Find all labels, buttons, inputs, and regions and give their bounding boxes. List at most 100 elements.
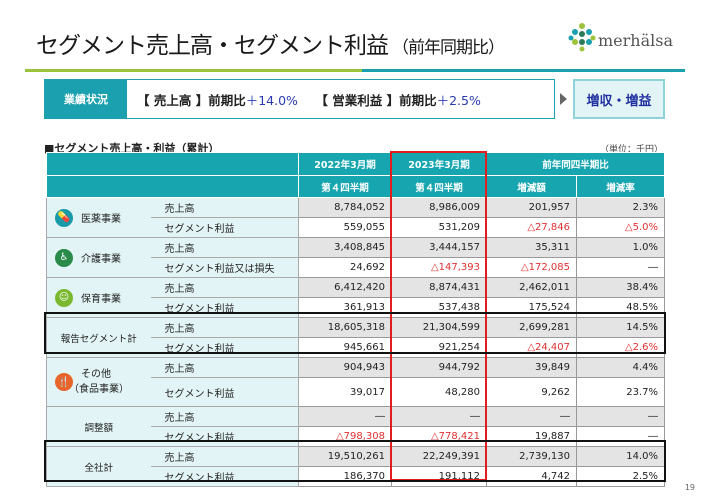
result-badge: 増収・増益 (573, 79, 665, 119)
page-number: 19 (684, 483, 695, 492)
header-q4-2022: 第４四半期 (298, 175, 392, 198)
cell-v2022: 39,017 (298, 377, 392, 407)
segment-label: 💊 医薬事業 (46, 197, 151, 238)
cell-rate: 48.5% (576, 297, 665, 318)
cell-v2022: △798,308 (298, 426, 392, 447)
cell-v2023: 531,209 (391, 217, 487, 238)
row-item-label: 売上高 (150, 317, 299, 338)
arrow-right-icon (560, 93, 567, 105)
cell-v2023: 22,249,391 (391, 446, 487, 467)
child-face-icon: ☺ (55, 288, 73, 307)
cell-v2023: 537,438 (391, 297, 487, 318)
segment-label: ☺ 保育事業 (46, 277, 151, 318)
header-q4-2023: 第４四半期 (391, 175, 487, 198)
cell-rate: 1.0% (576, 237, 665, 258)
cell-rate: 38.4% (576, 277, 665, 298)
cell-diff: △27,846 (486, 217, 577, 238)
logo-mark-icon (568, 23, 596, 52)
cell-diff: 19,887 (486, 426, 577, 447)
page-title: セグメント売上高・セグメント利益 （前年同期比） (36, 33, 505, 59)
segment-subname: （食品事業） (69, 384, 129, 395)
table-row: ♿ 介護事業 売上高 3,408,845 3,444,157 35,311 1.0% (46, 237, 665, 278)
cell-diff: 201,957 (486, 197, 577, 218)
cell-v2023: 944,792 (391, 357, 487, 378)
cell-diff: 9,262 (486, 377, 577, 407)
cell-v2022: 559,055 (298, 217, 392, 238)
cell-v2022: 3,408,845 (298, 237, 392, 258)
row-item-label: セグメント利益 (150, 297, 299, 318)
cell-diff: 35,311 (486, 237, 577, 258)
row-item-label: 売上高 (150, 237, 299, 258)
segment-name: 全社計 (84, 462, 113, 474)
cell-rate: △5.0% (576, 217, 665, 238)
table-row: 全社計 売上高 19,510,261 22,249,391 2,739,130 14.0% (46, 446, 665, 487)
segment-name: 調整額 (84, 422, 113, 434)
cell-v2023: 8,874,431 (391, 277, 487, 298)
row-item-label: セグメント利益又は損失 (150, 257, 299, 278)
cell-rate: 2.3% (576, 197, 665, 218)
pill-icon: 💊 (55, 208, 73, 227)
summary-label: 業績状況 (45, 80, 127, 118)
cell-v2022: 6,412,420 (298, 277, 392, 298)
cell-diff: 175,524 (486, 297, 577, 318)
table-row: 報告セグメント計 売上高 18,605,318 21,304,599 2,699,281… (46, 317, 665, 358)
segment-name: 医薬事業 (81, 214, 121, 225)
cell-diff: 39,849 (486, 357, 577, 378)
cell-rate: ― (576, 257, 665, 278)
segment-name: その他 (81, 369, 111, 380)
table-row: セグメント利益又は損失 24,692 △147,393 △172,085 ― (47, 257, 665, 278)
logo: merhälsa (568, 22, 673, 52)
summary-text: 【 売上高 】前期比＋14.0% 【 営業利益 】前期比＋2.5% (137, 92, 481, 108)
row-item-label: 売上高 (150, 357, 299, 378)
table-row: ☺ 保育事業 売上高 6,412,420 8,874,431 2,462,011 38.4% (46, 277, 665, 318)
cell-v2023: △778,421 (391, 426, 487, 447)
cell-rate: ― (576, 426, 665, 447)
unit-label: （単位：千円） (600, 145, 664, 155)
cell-diff: △24,407 (486, 337, 577, 358)
section-title: ■セグメント売上高・利益（累計） (44, 142, 220, 155)
cell-v2023: △147,393 (391, 257, 487, 278)
cell-v2023: 191,112 (391, 466, 487, 487)
cell-v2023: 3,444,157 (391, 237, 487, 258)
cell-v2022: 361,913 (298, 297, 392, 318)
cell-v2022: 904,943 (298, 357, 392, 378)
cell-diff: △172,085 (486, 257, 577, 278)
cell-rate: △2.6% (576, 337, 665, 358)
row-item-label: 売上高 (150, 277, 299, 298)
cell-v2022: 24,692 (298, 257, 392, 278)
cell-v2023: 21,304,599 (391, 317, 487, 338)
cell-rate: 2.5% (576, 466, 665, 487)
row-item-label: セグメント利益 (150, 426, 299, 447)
cell-rate: 4.4% (576, 357, 665, 378)
wheelchair-icon: ♿ (55, 248, 73, 267)
segment-label: 全社計 (46, 446, 151, 487)
cell-v2023: 921,254 (391, 337, 487, 358)
table-row: 💊 医薬事業 売上高 8,784,052 8,986,009 201,957 2.3% (46, 197, 665, 238)
row-item-label: セグメント利益 (150, 377, 299, 407)
segment-label: 調整額 (46, 406, 151, 447)
cell-v2022: 18,605,318 (298, 317, 392, 338)
cell-diff: 2,699,281 (486, 317, 577, 338)
cell-diff: ― (486, 406, 577, 427)
cell-v2023: 48,280 (391, 377, 487, 407)
performance-summary: 業績状況 【 売上高 】前期比＋14.0% 【 営業利益 】前期比＋2.5% (44, 79, 555, 119)
segment-label: 報告セグメント計 (46, 317, 151, 358)
cell-v2023: ― (391, 406, 487, 427)
segment-name: 介護事業 (81, 254, 121, 265)
row-item-label: セグメント利益 (150, 217, 299, 238)
cell-v2022: 19,510,261 (298, 446, 392, 467)
cell-v2022: ― (298, 406, 392, 427)
header-yoy: 前年同四半期比 (486, 152, 665, 176)
row-item-label: セグメント利益 (150, 337, 299, 358)
segment-label: ♿ 介護事業 (46, 237, 151, 278)
cell-v2023: 8,986,009 (391, 197, 487, 218)
cell-rate: 23.7% (576, 377, 665, 407)
cell-rate: 14.5% (576, 317, 665, 338)
table-row: 🍴 その他 （食品事業） 売上高 904,943 944,792 39,849 4.4% (46, 357, 665, 407)
row-item-label: 売上高 (150, 197, 299, 218)
cell-rate: 14.0% (576, 446, 665, 467)
cell-v2022: 8,784,052 (298, 197, 392, 218)
header-rate: 増減率 (576, 175, 665, 198)
row-item-label: セグメント利益 (150, 466, 299, 487)
cell-diff: 2,739,130 (486, 446, 577, 467)
